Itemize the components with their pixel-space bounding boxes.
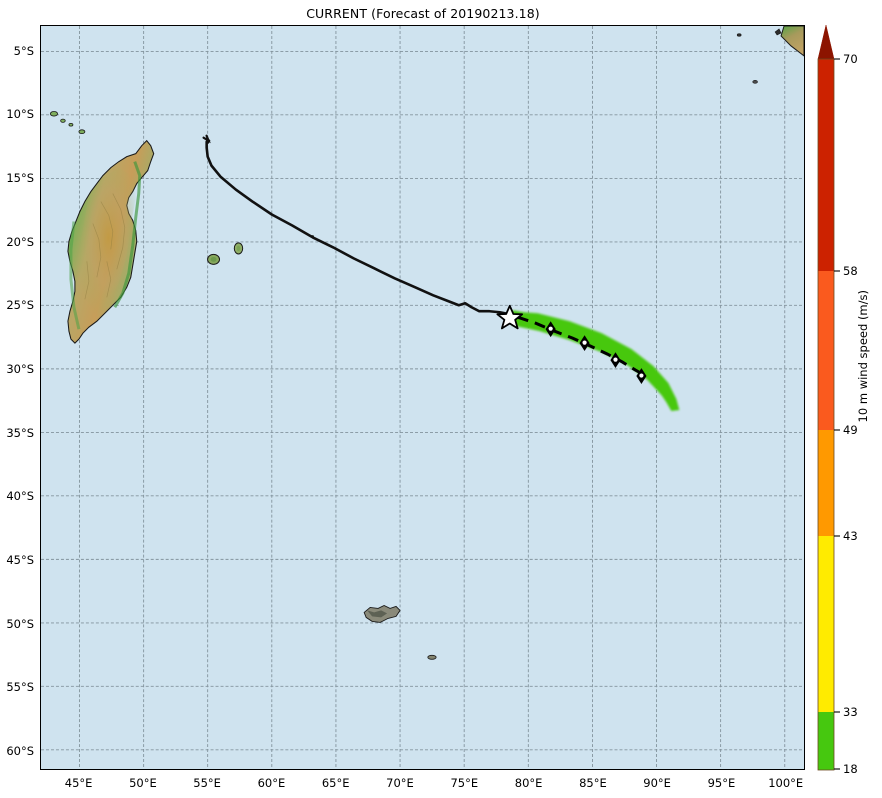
x-tick-label: 90°E xyxy=(643,776,671,790)
colorbar-tick-label: 43 xyxy=(843,529,858,543)
x-tick-label: 65°E xyxy=(321,776,350,790)
colorbar-band-18-33 xyxy=(818,712,834,770)
x-tick-label: 50°E xyxy=(129,776,157,790)
colorbar-band-58-70 xyxy=(818,59,834,271)
land-sumatra xyxy=(736,26,804,84)
colorbar-axis-label: 10 m wind speed (m/s) xyxy=(856,290,870,423)
x-tick-label: 55°E xyxy=(193,776,221,790)
current-position-star-marker[interactable] xyxy=(496,304,524,330)
y-tick-label: 60°S xyxy=(6,743,34,758)
x-tick-label: 60°E xyxy=(257,776,286,790)
forecast-waypoint-markers[interactable] xyxy=(545,321,647,384)
x-tick-label: 95°E xyxy=(707,776,736,790)
past-storm-track xyxy=(205,139,518,319)
y-tick-label: 30°S xyxy=(6,361,34,376)
figure-title: CURRENT (Forecast of 20190213.18) xyxy=(306,6,540,21)
colorbar-ticks xyxy=(834,58,840,770)
x-tick-label: 85°E xyxy=(579,776,607,790)
colorbar-canvas xyxy=(817,24,840,771)
land-mascarene-islands xyxy=(207,235,315,265)
colorbar-band-43-49 xyxy=(818,430,834,536)
x-tick-label: 70°E xyxy=(386,776,414,790)
y-tick-label: 20°S xyxy=(6,234,34,249)
forecast-storm-track xyxy=(517,315,646,377)
land-madagascar xyxy=(67,139,155,344)
x-tick-label: 75°E xyxy=(450,776,479,790)
colorbar-band-49-58 xyxy=(818,271,834,430)
y-tick-label: 40°S xyxy=(6,489,34,504)
waypoint-marker[interactable] xyxy=(545,321,556,338)
y-tick-label: 55°S xyxy=(6,680,34,695)
land-southern-islands xyxy=(363,604,437,660)
colorbar-tick-label: 49 xyxy=(843,423,858,437)
colorbar-tick-label: 70 xyxy=(843,52,858,66)
x-tick-label: 100°E xyxy=(768,776,804,790)
wind-speed-colorbar[interactable] xyxy=(817,24,840,771)
y-tick-label: 45°S xyxy=(6,552,34,567)
colorbar-tick-label: 18 xyxy=(843,762,858,776)
x-tick-label: 80°E xyxy=(514,776,543,790)
waypoint-marker[interactable] xyxy=(579,335,590,352)
waypoint-marker[interactable] xyxy=(610,352,621,369)
y-tick-label: 10°S xyxy=(6,107,34,122)
y-tick-label: 15°S xyxy=(6,170,34,185)
y-tick-label: 50°S xyxy=(6,616,34,631)
track-origin-hook xyxy=(202,134,211,144)
colorbar-tick-label: 33 xyxy=(843,705,858,719)
waypoint-marker[interactable] xyxy=(636,368,647,384)
ocean-background xyxy=(41,26,804,769)
y-tick-label: 5°S xyxy=(13,43,34,58)
map-canvas xyxy=(41,26,804,769)
colorbar-tick-label: 58 xyxy=(843,264,858,278)
map-gridlines xyxy=(41,26,804,769)
y-tick-label: 35°S xyxy=(6,425,34,440)
y-tick-label: 25°S xyxy=(6,298,34,313)
map-plot-area[interactable] xyxy=(40,25,805,770)
x-tick-label: 45°E xyxy=(64,776,93,790)
land-comoros xyxy=(49,111,86,135)
colorbar-band-33-43 xyxy=(818,536,834,712)
colorbar-extend-arrow xyxy=(817,24,835,60)
colorbar-outline xyxy=(817,58,835,771)
